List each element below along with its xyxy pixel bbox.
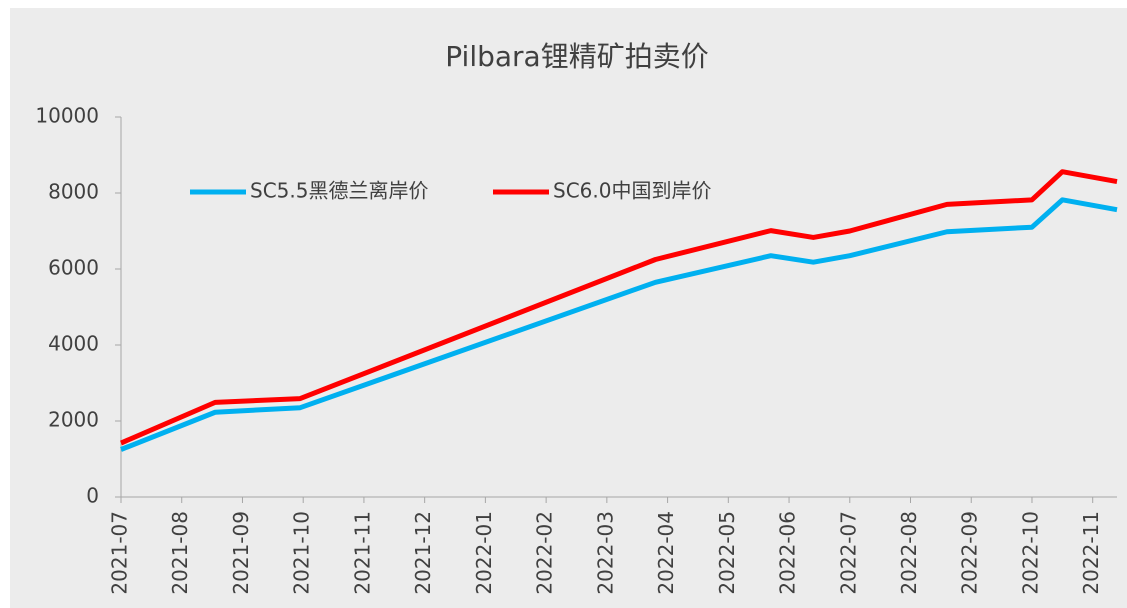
x-tick-label: 2022-11 bbox=[1079, 511, 1103, 595]
x-tick-label: 2022-07 bbox=[836, 511, 860, 595]
legend-label: SC6.0中国到岸价 bbox=[553, 179, 711, 203]
x-tick-label: 2021-11 bbox=[350, 511, 374, 595]
y-tick-label: 2000 bbox=[48, 408, 99, 432]
x-tick-label: 2022-06 bbox=[776, 511, 800, 595]
x-tick-label: 2022-01 bbox=[472, 511, 496, 595]
x-tick-label: 2021-07 bbox=[108, 511, 132, 595]
y-tick-label: 6000 bbox=[48, 256, 99, 280]
x-tick-label: 2022-05 bbox=[715, 511, 739, 595]
x-tick-label: 2021-09 bbox=[229, 511, 253, 595]
x-tick-label: 2022-04 bbox=[654, 511, 678, 595]
y-tick-label: 0 bbox=[86, 484, 99, 508]
y-tick-label: 10000 bbox=[35, 104, 99, 128]
legend-label: SC5.5黑德兰离岸价 bbox=[250, 179, 428, 203]
y-tick-label: 8000 bbox=[48, 180, 99, 204]
x-tick-label: 2021-10 bbox=[290, 511, 314, 595]
x-tick-label: 2022-10 bbox=[1018, 511, 1042, 595]
chart-title: Pilbara锂精矿拍卖价 bbox=[445, 40, 708, 73]
x-tick-label: 2022-09 bbox=[958, 511, 982, 595]
x-tick-label: 2022-03 bbox=[593, 511, 617, 595]
x-tick-label: 2021-12 bbox=[411, 511, 435, 595]
chart-background bbox=[10, 8, 1127, 608]
x-tick-label: 2022-02 bbox=[533, 511, 557, 595]
line-series bbox=[120, 197, 1118, 452]
x-tick-label: 2021-08 bbox=[168, 511, 192, 595]
x-tick-label: 2022-08 bbox=[897, 511, 921, 595]
y-tick-label: 4000 bbox=[48, 332, 99, 356]
line-series bbox=[120, 169, 1118, 446]
